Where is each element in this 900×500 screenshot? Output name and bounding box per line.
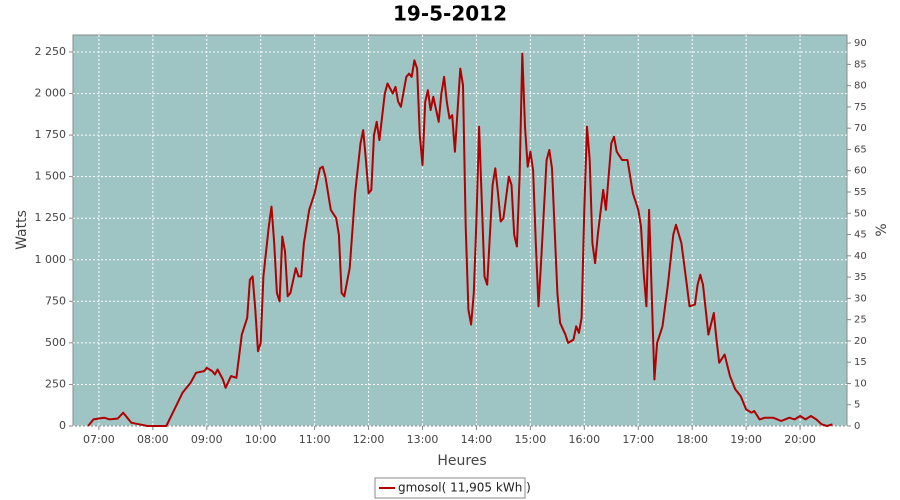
y2-tick-label: 0 [854,421,860,432]
chart-title: 19-5-2012 [393,2,507,26]
y-axis-label: Watts [14,210,30,250]
y-tick-label: 2 000 [35,87,67,100]
x-tick-label: 13:00 [407,433,439,446]
y2-tick-label: 75 [854,102,867,113]
y2-axis-label: % [874,223,890,236]
y2-tick-label: 15 [854,357,867,368]
y2-tick-label: 60 [854,166,867,177]
x-tick-label: 19:00 [730,433,762,446]
y-tick-label: 500 [45,336,66,349]
y-tick-label: 0 [59,419,66,432]
x-tick-label: 11:00 [299,433,331,446]
x-tick-label: 10:00 [245,433,277,446]
legend-box [374,477,526,499]
x-tick-label: 07:00 [83,433,115,446]
x-tick-label: 17:00 [622,433,654,446]
x-tick-label: 18:00 [676,433,708,446]
y2-tick-label: 45 [854,230,867,241]
y2-tick-label: 50 [854,208,867,219]
y2-tick-label: 70 [854,123,867,134]
x-tick-label: 12:00 [353,433,385,446]
y2-tick-label: 85 [854,59,867,70]
x-tick-label: 14:00 [461,433,493,446]
y2-tick-label: 35 [854,272,867,283]
x-tick-label: 15:00 [515,433,547,446]
y-tick-label: 250 [45,377,66,390]
y-tick-label: 750 [45,294,66,307]
data-line [87,52,833,427]
y-tick-label: 1 500 [35,170,67,183]
y2-tick-label: 25 [854,315,867,326]
y-tick-label: 1 750 [35,128,67,141]
y-tick-label: 1 250 [35,211,67,224]
y2-tick-label: 40 [854,251,867,262]
x-tick-label: 08:00 [137,433,169,446]
x-tick-label: 16:00 [568,433,600,446]
x-tick-label: 09:00 [191,433,223,446]
legend-label: gmosol( 11,905 kWh ) [398,481,531,495]
y2-tick-label: 80 [854,81,867,92]
y-tick-label: 1 000 [35,253,67,266]
y2-tick-label: 20 [854,336,867,347]
x-tick-label: 20:00 [784,433,816,446]
y2-tick-label: 55 [854,187,867,198]
y2-tick-label: 10 [854,378,867,389]
x-axis-label: Heures [437,453,486,469]
y2-tick-label: 30 [854,293,867,304]
y2-tick-label: 5 [854,400,860,411]
y-tick-label: 2 250 [35,45,67,58]
y2-tick-label: 90 [854,38,867,49]
y2-tick-label: 65 [854,144,867,155]
